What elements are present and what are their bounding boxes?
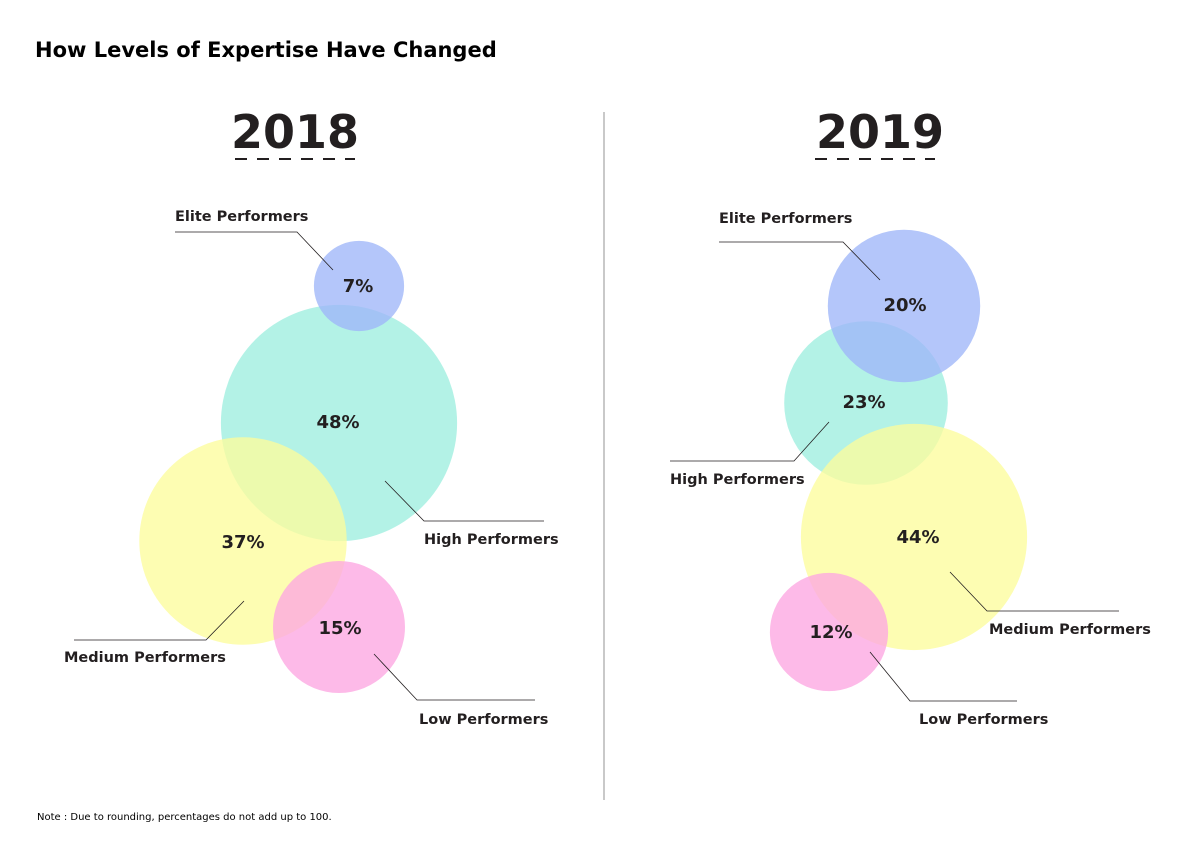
medium-category-label: Medium Performers (989, 622, 1151, 638)
low-bubble (769, 572, 889, 692)
medium-percent-label: 37% (221, 532, 264, 553)
low-category-label: Low Performers (419, 712, 548, 728)
low-percent-label: 15% (318, 618, 361, 639)
elite-category-label: Elite Performers (175, 209, 308, 225)
high-percent-label: 23% (842, 392, 885, 413)
elite-category-label: Elite Performers (719, 211, 852, 227)
medium-leader-line (74, 600, 245, 641)
elite-bubble (313, 240, 405, 332)
high-category-label: High Performers (670, 472, 805, 488)
chart-panel-2018: 2018 7% Elite Performers 48% High Performers… (64, 105, 559, 728)
elite-bubble (827, 229, 981, 383)
low-bubble (273, 561, 405, 693)
elite-percent-label: 20% (883, 295, 926, 316)
elite-leader-line (719, 241, 881, 281)
medium-leader-line (949, 571, 1119, 612)
year-heading: 2019 (816, 105, 944, 159)
low-leader-line (869, 651, 1017, 702)
high-leader-line (384, 480, 544, 522)
low-leader-line (373, 653, 535, 701)
chart-title: How Levels of Expertise Have Changed (35, 38, 497, 62)
chart-panel-2019: 2019 20% Elite Performers 23% High Performer… (670, 105, 1151, 728)
low-percent-label: 12% (809, 622, 852, 643)
medium-category-label: Medium Performers (64, 650, 226, 666)
high-leader-line (670, 421, 830, 462)
year-heading: 2018 (231, 105, 359, 159)
low-category-label: Low Performers (919, 712, 1048, 728)
elite-leader-line (175, 231, 334, 271)
medium-percent-label: 44% (896, 527, 939, 548)
high-percent-label: 48% (316, 412, 359, 433)
high-category-label: High Performers (424, 532, 559, 548)
rounding-note: Note : Due to rounding, percentages do n… (37, 812, 332, 823)
elite-percent-label: 7% (343, 276, 374, 297)
